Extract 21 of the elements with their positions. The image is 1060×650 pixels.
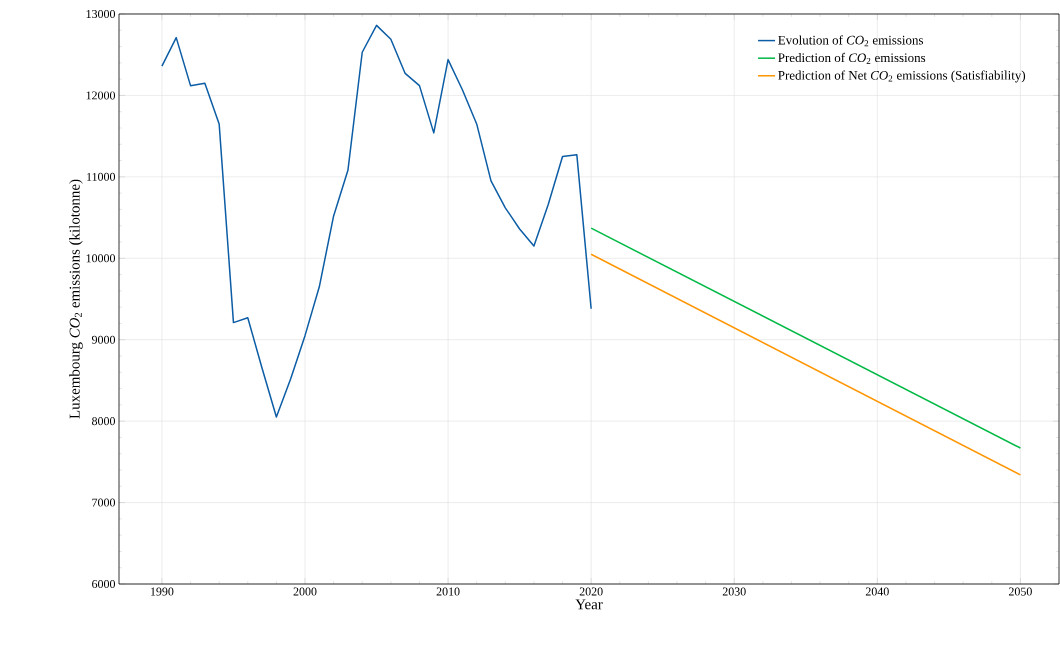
x-tick-label: 2010 <box>436 587 460 596</box>
y-axis-title: Luxembourg CO$_{2}$ emissions (kilotonne) <box>69 179 83 419</box>
legend-label: Prediction of CO$_{2}$ emissions <box>778 52 926 64</box>
legend-label: Evolution of CO$_{2}$ emissions <box>778 35 924 47</box>
x-axis-title: Year <box>575 599 603 610</box>
y-tick-label: 10000 <box>86 254 116 263</box>
legend-label: Prediction of Net CO$_{2}$ emissions (Satisfiability) <box>778 70 1026 83</box>
x-tick-label: 2000 <box>293 587 317 596</box>
y-tick-label: 12000 <box>86 91 116 100</box>
y-tick-label: 7000 <box>92 498 116 507</box>
x-tick-label: 1990 <box>151 587 174 596</box>
line-series <box>161 24 592 418</box>
x-tick-label: 2050 <box>1008 587 1032 596</box>
y-tick-label: 13000 <box>86 9 116 19</box>
x-tick-label: 2040 <box>865 587 889 596</box>
y-tick-label: 8000 <box>92 417 116 426</box>
y-tick-label: 6000 <box>92 579 116 589</box>
y-tick-label: 11000 <box>87 172 116 181</box>
y-tick-label: 9000 <box>91 335 116 344</box>
x-tick-label: 2020 <box>579 587 603 596</box>
x-tick-label: 2030 <box>722 587 746 596</box>
